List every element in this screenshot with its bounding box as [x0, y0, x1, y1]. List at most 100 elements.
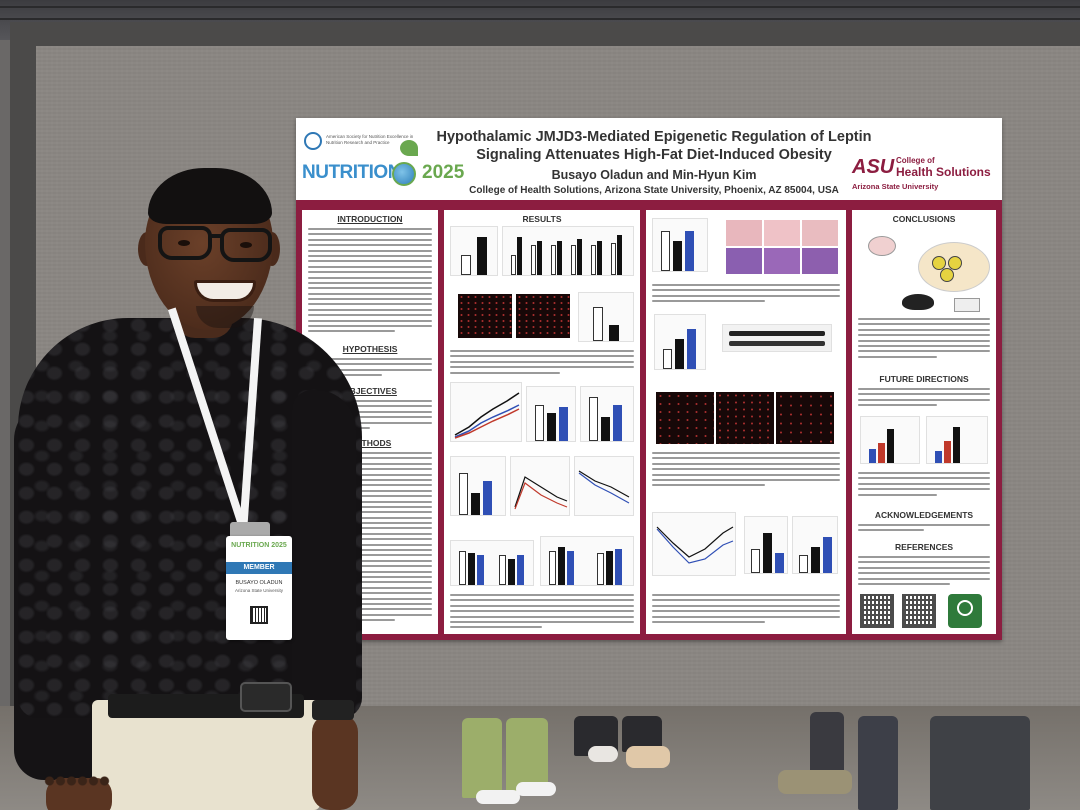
background-person-leg [810, 712, 844, 778]
background-person-shoe [626, 746, 670, 768]
figure-panel [450, 226, 498, 276]
background-person-leg [858, 716, 898, 810]
histology-image [764, 220, 800, 246]
poster-header: American Society for Nutrition Excellenc… [296, 118, 1002, 204]
histology-image [802, 248, 838, 274]
asn-text: American Society for Nutrition Excellenc… [326, 134, 414, 145]
qr-code [860, 594, 894, 628]
presenter-beard [196, 306, 254, 328]
name-badge: NUTRITION 2025 MEMBER BUSAYO OLADUN Ariz… [226, 536, 292, 640]
qr-code [902, 594, 936, 628]
microscopy-image [776, 392, 834, 444]
glasses-icon [158, 226, 212, 260]
logo-icon [948, 594, 982, 628]
presenter-pants [92, 700, 320, 810]
background-person-shoe [476, 790, 520, 804]
line-graph [454, 392, 520, 439]
conclusions-text [858, 318, 990, 361]
badge-organization: Arizona State University [234, 588, 284, 593]
section-future-directions: FUTURE DIRECTIONS [879, 374, 969, 384]
presenter-right-arm [292, 390, 356, 720]
figure-panel [580, 386, 634, 442]
figure-panel [792, 516, 838, 574]
poster-authors: Busayo Oladun and Min-Hyun Kim [551, 168, 757, 182]
background-person-shoe [588, 746, 618, 762]
globe-icon [392, 162, 416, 186]
presenter-eye [178, 240, 190, 246]
line-graph [656, 526, 734, 564]
figure-panel [540, 536, 634, 586]
figure-4-caption [652, 452, 840, 490]
asu-logo: ASU College of Health Solutions Arizona … [852, 154, 1002, 194]
histology-image [802, 220, 838, 246]
badge-clip [230, 522, 270, 540]
badge-qr-code [250, 606, 268, 624]
asu-university: Arizona State University [852, 182, 939, 191]
badge-logo: NUTRITION 2025 [230, 542, 288, 549]
microscopy-image [656, 392, 714, 444]
figure-panel [450, 382, 522, 442]
western-blot [722, 324, 832, 352]
methods-text [308, 452, 432, 625]
section-objectives: OBJECTIVES [343, 386, 397, 396]
asu-college: College of [896, 156, 935, 165]
section-introduction: INTRODUCTION [337, 214, 403, 224]
poster-title-line2: Signaling Attenuates High-Fat Diet-Induc… [476, 147, 832, 163]
poster-column-results-1: RESULTS [444, 210, 640, 634]
presenter-hair [148, 168, 272, 224]
figure-panel [510, 456, 570, 516]
figure-panel [652, 218, 708, 272]
ceiling-truss [0, 18, 1080, 20]
poster-title-line1: Hypothalamic JMJD3-Mediated Epigenetic R… [436, 129, 872, 145]
section-hypothesis: HYPOTHESIS [342, 344, 398, 354]
figure-panel [652, 512, 736, 576]
figure-5-caption [652, 594, 840, 626]
section-results: RESULTS [522, 214, 562, 224]
glasses-bridge [208, 234, 224, 238]
figure-3-caption [652, 284, 840, 306]
microscopy-image [516, 294, 570, 338]
asu-mark: ASU [852, 156, 895, 178]
background-person-leg [462, 718, 502, 798]
microscopy-image [458, 294, 512, 338]
hypothesis-text [308, 358, 432, 380]
figure-2-caption [450, 594, 634, 632]
belt-buckle [240, 682, 292, 712]
asu-unit: Health Solutions [896, 165, 991, 179]
histology-image [726, 248, 762, 274]
poster-column-conclusions: CONCLUSIONS FUTURE DIRECTIONS [852, 210, 996, 634]
background-person-leg [506, 718, 548, 794]
badge-role: MEMBER [226, 562, 292, 574]
introduction-text [308, 228, 432, 336]
glasses-icon [220, 228, 272, 262]
wristwatch [312, 700, 354, 720]
conference-word: NUTRITION [302, 162, 401, 183]
figure-6-caption [858, 472, 990, 499]
background-person-shoe [778, 770, 852, 794]
poster-body: INTRODUCTION HYPOTHESIS OBJECTIVES METHO… [296, 204, 1002, 640]
presenter-right-hand [312, 714, 358, 810]
presenter-eye [240, 242, 252, 248]
figure-panel [654, 314, 706, 370]
histology-image [726, 220, 762, 246]
figure-panel [926, 416, 988, 464]
figure-panel [450, 540, 534, 586]
section-references: REFERENCES [894, 542, 954, 552]
poster-title: Hypothalamic JMJD3-Mediated Epigenetic R… [416, 128, 892, 164]
presenter-smile [194, 280, 256, 302]
histology-image [764, 248, 800, 274]
background-person-leg [930, 716, 1030, 810]
section-methods: METHODS [348, 438, 392, 448]
nutrition-2025-logo: American Society for Nutrition Excellenc… [300, 124, 464, 196]
references-text [858, 556, 990, 588]
presenter: NUTRITION 2025 MEMBER BUSAYO OLADUN Ariz… [0, 0, 380, 810]
bead-bracelet [44, 774, 110, 788]
figure-panel [744, 516, 788, 574]
figure-panel [526, 386, 576, 442]
background-person-shoe [516, 782, 556, 796]
figure-panel [450, 456, 506, 516]
asn-logo-icon [304, 132, 322, 150]
figure-panel [574, 456, 634, 516]
ceiling-truss [0, 6, 1080, 8]
figure-panel [860, 416, 920, 464]
